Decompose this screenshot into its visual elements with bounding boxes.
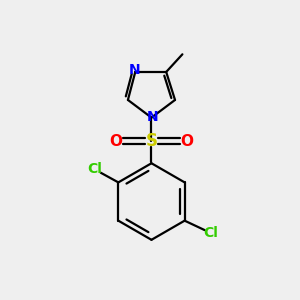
Text: Cl: Cl: [87, 162, 102, 176]
Text: N: N: [129, 64, 140, 77]
Text: O: O: [110, 134, 123, 149]
Text: S: S: [146, 132, 158, 150]
Text: N: N: [147, 110, 159, 124]
Text: Cl: Cl: [203, 226, 218, 240]
Text: O: O: [180, 134, 193, 149]
